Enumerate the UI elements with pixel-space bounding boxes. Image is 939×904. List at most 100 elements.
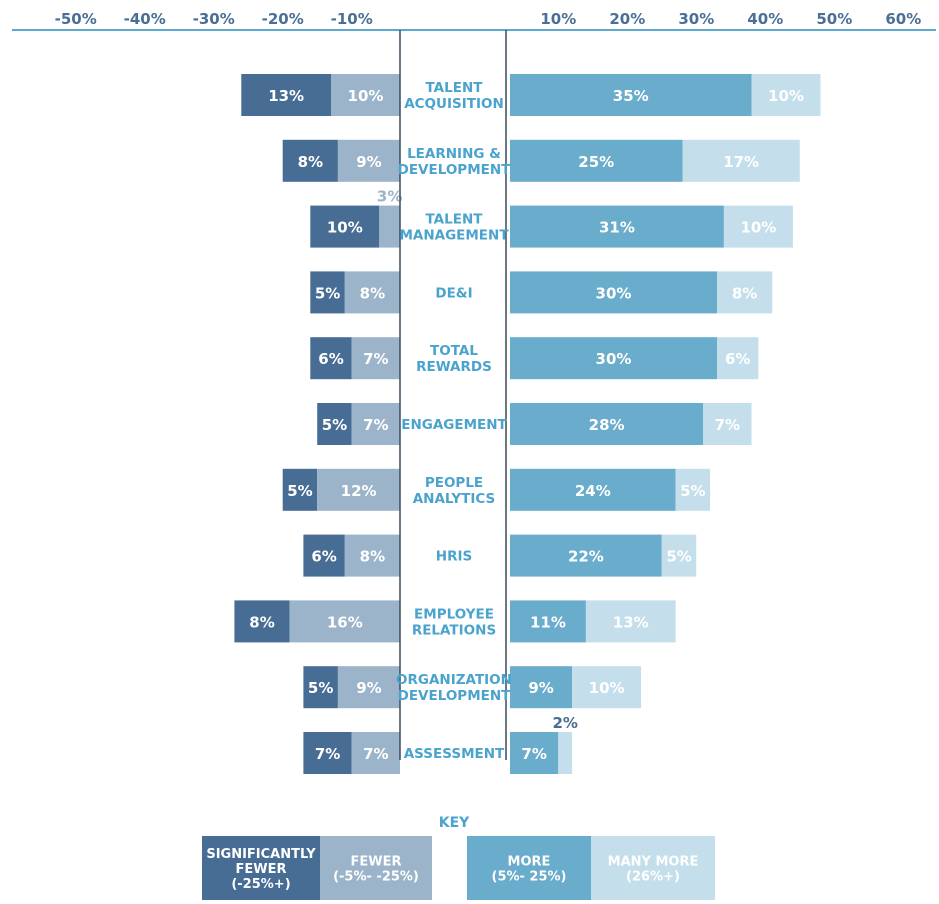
bar-value-label: 2%	[552, 714, 577, 732]
bar-value-label: 9%	[528, 679, 553, 697]
axis: -50% -40% -30% -20% -10% 10% 20% 30% 40% 50% 60%	[12, 10, 936, 31]
bar-many-more	[682, 139, 800, 182]
bar-value-label: 5%	[322, 416, 347, 434]
key-label: MANY MORE	[608, 855, 699, 870]
category-label: ASSESSMENT	[404, 746, 505, 762]
bar-fewer	[331, 74, 400, 116]
x-tick-label: -50%	[55, 10, 97, 28]
category-label: DEVELOPMENT	[398, 688, 512, 704]
bar-value-label: 30%	[596, 284, 632, 302]
bar-significantly-fewer	[310, 205, 380, 248]
bar-more	[510, 732, 559, 774]
bar-value-label: 24%	[575, 482, 611, 500]
bar-value-label: 13%	[268, 87, 304, 105]
key-label: FEWER	[236, 862, 287, 877]
bar-significantly-fewer	[303, 732, 352, 774]
bar-many-more	[661, 534, 697, 577]
bar-value-label: 10%	[768, 87, 804, 105]
bar-more	[510, 534, 662, 577]
category-label: REWARDS	[416, 359, 492, 375]
key-more	[467, 836, 591, 900]
x-tick-label: -20%	[262, 10, 304, 28]
category-label: ENGAGEMENT	[401, 417, 507, 433]
category-label: DEVELOPMENT	[398, 162, 512, 178]
key-label: MORE	[508, 855, 551, 870]
bar-more	[510, 600, 586, 643]
bar-value-label: 7%	[715, 416, 740, 434]
bar-value-label: 25%	[578, 153, 614, 171]
bar-value-label: 8%	[298, 153, 323, 171]
bar-value-label: 28%	[589, 416, 625, 434]
key-label: FEWER	[351, 855, 402, 870]
bar-fewer	[344, 271, 400, 314]
bar-more	[510, 403, 704, 445]
bar-significantly-fewer	[310, 337, 352, 380]
bar-many-more	[558, 732, 573, 774]
x-tick-label: -10%	[331, 10, 373, 28]
bar-more	[510, 139, 683, 182]
x-tick-label: 10%	[540, 10, 576, 28]
category-label: MANAGEMENT	[399, 228, 509, 244]
bar-value-label: 5%	[308, 679, 333, 697]
bar-fewer	[317, 468, 400, 511]
bar-value-label: 5%	[666, 548, 691, 566]
bar-more	[510, 468, 676, 511]
bar-value-label: 9%	[356, 153, 381, 171]
bar-many-more	[751, 74, 821, 116]
bar-value-label: 17%	[723, 153, 759, 171]
bar-value-label: 16%	[327, 613, 363, 631]
bar-many-more	[675, 468, 711, 511]
bar-significantly-fewer	[310, 271, 345, 314]
key-significantly-fewer	[202, 836, 320, 900]
bar-more	[510, 271, 717, 314]
bar-value-label: 3%	[377, 188, 402, 206]
bar-more	[510, 337, 717, 380]
bar-significantly-fewer	[282, 139, 338, 182]
bar-value-label: 9%	[356, 679, 381, 697]
bar-value-label: 7%	[363, 745, 388, 763]
bar-significantly-fewer	[317, 403, 352, 445]
bar-value-label: 13%	[613, 613, 649, 631]
x-tick-label: 50%	[816, 10, 852, 28]
bar-many-more	[717, 271, 773, 314]
key-label: (5%- 25%)	[492, 870, 567, 885]
bar-more	[510, 666, 573, 709]
bar-value-label: 7%	[363, 416, 388, 434]
category-label: HRIS	[436, 549, 472, 565]
bar-fewer	[344, 534, 400, 577]
category-label: EMPLOYEE	[414, 606, 494, 622]
bar-value-label: 6%	[311, 548, 336, 566]
bar-value-label: 10%	[740, 219, 776, 237]
key-many-more	[591, 836, 715, 900]
category-label: ACQUISITION	[404, 96, 504, 112]
bar-value-label: 10%	[348, 87, 384, 105]
key-label: SIGNIFICANTLY	[206, 847, 316, 862]
x-tick-label: 30%	[678, 10, 714, 28]
bar-fewer	[337, 666, 400, 709]
bar-many-more	[572, 666, 642, 709]
bar-value-label: 31%	[599, 219, 635, 237]
key-title: KEY	[439, 815, 470, 831]
bar-significantly-fewer	[234, 600, 290, 643]
bar-value-label: 7%	[363, 350, 388, 368]
category-label: ORGANIZATION	[396, 672, 512, 688]
bar-value-label: 5%	[680, 482, 705, 500]
bar-value-label: 22%	[568, 548, 604, 566]
bar-value-label: 7%	[521, 745, 546, 763]
x-tick-label: -30%	[193, 10, 235, 28]
bar-value-label: 8%	[732, 284, 757, 302]
bar-value-label: 5%	[287, 482, 312, 500]
bar-value-label: 10%	[589, 679, 625, 697]
category-label: PEOPLE	[425, 475, 483, 491]
bar-fewer	[351, 732, 400, 774]
key-label: (-5%- -25%)	[333, 870, 419, 885]
key-label: (26%+)	[626, 870, 680, 885]
bar-value-label: 8%	[360, 284, 385, 302]
bar-value-label: 6%	[725, 350, 750, 368]
x-tick-label: 40%	[747, 10, 783, 28]
x-tick-label: -40%	[124, 10, 166, 28]
bar-significantly-fewer	[241, 74, 331, 116]
bar-value-label: 6%	[318, 350, 343, 368]
bar-many-more	[703, 403, 752, 445]
